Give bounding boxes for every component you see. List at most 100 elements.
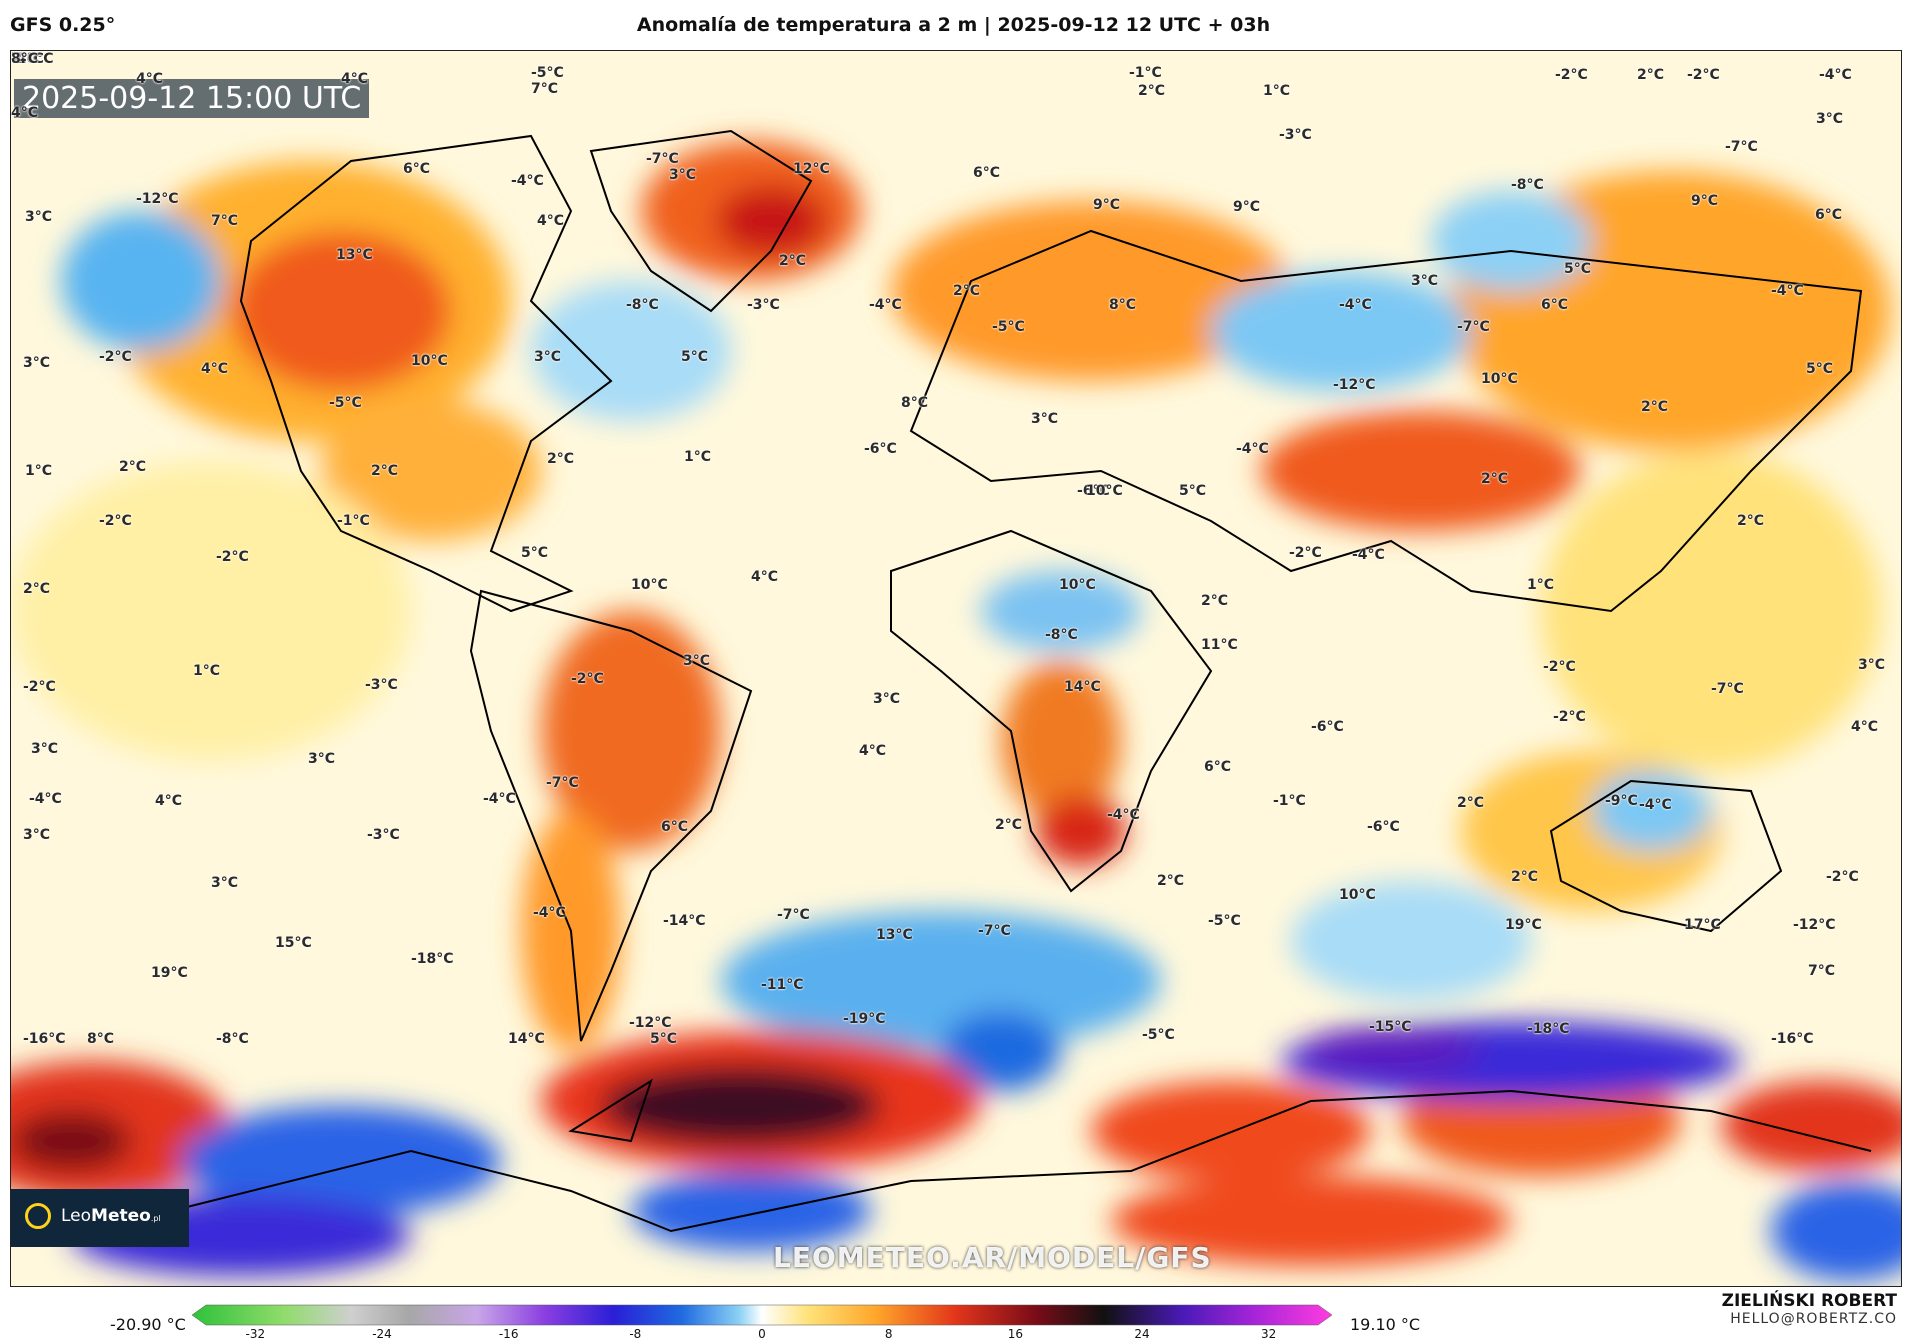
temperature-label: 9°C [1093, 197, 1121, 213]
temperature-label: 1°C [25, 463, 53, 479]
author-block: ZIELIŃSKI ROBERT HELLO@ROBERTZ.CO [1722, 1291, 1897, 1327]
temperature-label: 19°C [1505, 917, 1542, 933]
temperature-label: -4°C [1639, 797, 1672, 813]
temperature-label: 10°C [411, 353, 448, 369]
temperature-label: 8°C [1109, 297, 1137, 313]
temperature-label: -2°C [11, 51, 44, 67]
temperature-label: 5°C [650, 1031, 678, 1047]
temperature-label: -6°C [1367, 819, 1400, 835]
temperature-label: 2°C [1138, 83, 1166, 99]
temperature-label: 6°C [1204, 759, 1232, 775]
temperature-label: -9°C [1605, 793, 1638, 809]
anomaly-field [11, 51, 1901, 1286]
temperature-label: 2°C [371, 463, 399, 479]
temperature-label: -1°C [1273, 793, 1306, 809]
anomaly-map[interactable]: 2025-09-12 15:00 UTC 4°C 4°C -5°C 7°C -1°C 1°… [10, 50, 1902, 1287]
temperature-label: -2°C [571, 671, 604, 687]
temperature-label: -4°C [1819, 67, 1852, 83]
temperature-label: 4°C [859, 743, 887, 759]
temperature-label: 10°C [1086, 483, 1123, 499]
temperature-label: -7°C [1711, 681, 1744, 697]
temperature-label: -10°C [11, 51, 54, 67]
temperature-label: -7°C [1457, 319, 1490, 335]
temperature-label: -4°C [533, 905, 566, 921]
temperature-label: 2°C [953, 283, 981, 299]
temperature-label: -8°C [1045, 627, 1078, 643]
temperature-label: 6°C [1541, 297, 1569, 313]
temperature-label: 19°C [151, 965, 188, 981]
temperature-label: -18°C [411, 951, 454, 967]
temperature-label: 2°C [23, 581, 51, 597]
temperature-label: 14°C [1064, 679, 1101, 695]
temperature-label: -19°C [843, 1011, 886, 1027]
colorbar-tick: 32 [1261, 1327, 1277, 1341]
temperature-label: -7°C [646, 151, 679, 167]
temperature-label: 1°C [684, 449, 712, 465]
temperature-label: -12°C [629, 1015, 672, 1031]
temperature-label: -7°C [546, 775, 579, 791]
colorbar-tick: -16 [498, 1327, 519, 1341]
temperature-label: 2°C [1157, 873, 1185, 889]
temperature-label: 2°C [1641, 399, 1669, 415]
temperature-label: 10°C [1481, 371, 1518, 387]
temperature-label: 3°C [31, 741, 59, 757]
temperature-label: -2°C [99, 513, 132, 529]
colorbar-min-label: -20.90 °C [110, 1315, 186, 1334]
temperature-label: 4°C [201, 361, 229, 377]
colorbar [192, 1304, 1332, 1326]
colorbar-tick: 16 [1007, 1327, 1023, 1341]
temperature-label: -2°C [1543, 659, 1576, 675]
temperature-label: 6°C [1815, 207, 1843, 223]
temperature-label: -4°C [1339, 297, 1372, 313]
temperature-label: 4°C [136, 71, 164, 87]
temperature-label: 7°C [11, 51, 39, 67]
temperature-label: 3°C [1816, 111, 1844, 127]
temperature-label: 3°C [23, 827, 51, 843]
temperature-label: -4°C [29, 791, 62, 807]
colorbar-tick: 24 [1134, 1327, 1150, 1341]
temperature-label: 5°C [1179, 483, 1207, 499]
temperature-label: 4°C [751, 569, 779, 585]
temperature-label: 8°C [11, 51, 39, 67]
temperature-label: -5°C [992, 319, 1025, 335]
temperature-label: -4°C [869, 297, 902, 313]
temperature-label: -3°C [747, 297, 780, 313]
temperature-label: 15°C [275, 935, 312, 951]
temperature-label: 1°C [1527, 577, 1555, 593]
temperature-label: 7°C [1808, 963, 1836, 979]
colorbar-tick: -24 [372, 1327, 392, 1341]
temperature-label: 2°C [547, 451, 575, 467]
author-name: ZIELIŃSKI ROBERT [1721, 1291, 1897, 1311]
temperature-label: -1°C [337, 513, 370, 529]
temperature-label: -7°C [978, 923, 1011, 939]
temperature-label: 11°C [1201, 637, 1238, 653]
temperature-label: -2°C [1553, 709, 1586, 725]
temperature-label: -2°C [1289, 545, 1322, 561]
temperature-label: -2°C [1555, 67, 1588, 83]
temperature-label: -12°C [1793, 917, 1836, 933]
temperature-label: 9°C [1691, 193, 1719, 209]
temperature-label: 3°C [23, 355, 51, 371]
temperature-label: 5°C [1564, 261, 1592, 277]
footer: -20.90 °C [0, 1285, 1907, 1341]
valid-time-stamp: 2025-09-12 15:00 UTC [14, 79, 370, 118]
temperature-label: 3°C [211, 875, 239, 891]
temperature-label: 3°C [683, 653, 711, 669]
temperature-label: -7°C [777, 907, 810, 923]
temperature-label: 4°C [155, 793, 183, 809]
temperature-label: 1°C [193, 663, 221, 679]
colorbar-tick: -8 [629, 1327, 642, 1341]
temperature-label: 8°C [87, 1031, 115, 1047]
colorbar-tick: 0 [758, 1327, 766, 1341]
temperature-label: -4°C [1771, 283, 1804, 299]
temperature-label: 5°C [1806, 361, 1834, 377]
temperature-label: -7°C [1725, 139, 1758, 155]
leometeo-logo: LeoMeteo.pl [11, 1189, 189, 1247]
temperature-label: 12°C [793, 161, 830, 177]
temperature-label: -8°C [626, 297, 659, 313]
temperature-label: 3°C [1031, 411, 1059, 427]
temperature-label: 2°C [119, 459, 147, 475]
colorbar-tick: -32 [245, 1327, 266, 1341]
temperature-label: -12°C [136, 191, 179, 207]
temperature-label: 8°C [901, 395, 929, 411]
